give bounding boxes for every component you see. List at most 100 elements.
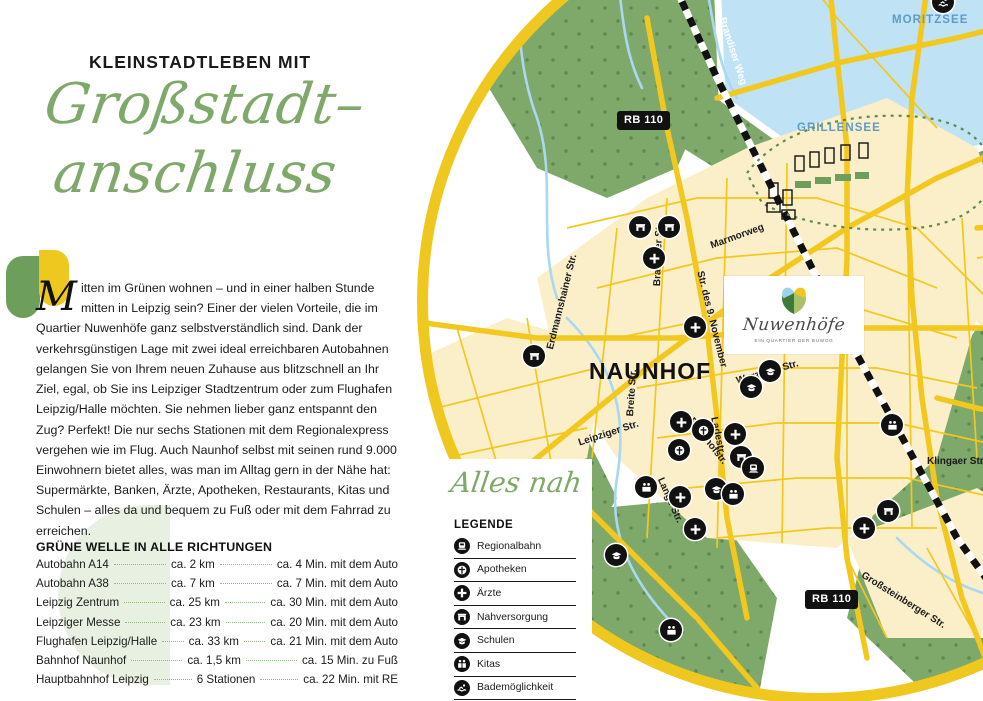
legend-label: Bademöglichkeit (477, 682, 554, 694)
legend-title: LEGENDE (454, 519, 514, 531)
poi-schule[interactable] (740, 376, 762, 398)
row-time: ca. 7 Min. mit dem Auto (276, 577, 398, 591)
row-distance: ca. 2 km (170, 558, 215, 571)
poi-nahversorgung[interactable] (523, 345, 545, 367)
leader-dots (260, 678, 299, 681)
poi-arzt[interactable] (684, 316, 706, 338)
poi-kita[interactable] (722, 483, 744, 505)
row-label: Autobahn A38 (36, 577, 109, 591)
rail-badge-rb110-north: RB 110 (617, 111, 671, 130)
bademoeglichkeit-icon (454, 679, 470, 696)
logo-name: Nuwenhöfe (742, 315, 847, 335)
apotheke-icon (454, 561, 470, 578)
poi-kita[interactable] (635, 476, 657, 498)
leader-dots (245, 659, 297, 661)
poi-kita[interactable] (881, 414, 903, 436)
poi-schule[interactable] (759, 360, 781, 382)
row-distance: ca. 25 km (169, 596, 220, 610)
table-row: Autobahn A38 ca. 7 km ca. 7 Min. mit dem… (36, 577, 398, 596)
row-label: Hauptbahnhof Leipzig (36, 673, 149, 687)
row-time: ca. 4 Min. mit dem Auto (276, 558, 398, 571)
leader-dots (162, 640, 184, 642)
row-distance: ca. 23 km (170, 615, 221, 629)
table-row: Leipzig Zentrum ca. 25 km ca. 30 Min. mi… (36, 596, 398, 615)
legend-item-bademoeglichkeit[interactable]: Bademöglichkeit (454, 677, 576, 701)
leader-dots (125, 621, 166, 623)
legend-item-kitas[interactable]: Kitas (454, 653, 576, 677)
row-label: Leipzig Zentrum (36, 596, 120, 610)
poi-kita[interactable] (660, 619, 682, 641)
poi-arzt[interactable] (643, 247, 665, 269)
legend-item-schulen[interactable]: Schulen (454, 629, 576, 653)
table-row: Flughafen Leipzig/Halle ca. 33 km ca. 21… (36, 635, 398, 654)
poi-schule[interactable] (705, 478, 727, 500)
drop-cap: M (36, 274, 77, 320)
legend-label: Kitas (477, 658, 501, 670)
poi-arzt[interactable] (684, 518, 706, 540)
intro-text: itten im Grünen wohnen – und in einer ha… (36, 281, 397, 538)
leader-dots (113, 582, 166, 585)
arzt-icon (454, 585, 470, 602)
row-label: Flughafen Leipzig/Halle (36, 634, 158, 648)
legend-list: Regionalbahn Apotheken Ärzte Nahversorgu… (454, 535, 576, 701)
row-label: Bahnhof Naunhof (36, 653, 127, 667)
poi-apotheke[interactable] (668, 439, 690, 461)
legend-item-nahversorgung[interactable]: Nahversorgung (454, 606, 576, 630)
row-distance: ca. 1,5 km (187, 653, 241, 667)
page-title-line2: anschluss (49, 141, 341, 207)
table-row: Hauptbahnhof Leipzig 6 Stationen ca. 22 … (36, 673, 398, 692)
leader-dots (124, 601, 165, 604)
row-label: Autobahn A14 (36, 558, 109, 571)
leader-dots (153, 678, 192, 681)
legend-script-heading: Alles nah (448, 466, 585, 499)
logo-subtitle: EIN QUARTIER DER BUWOG (754, 338, 834, 343)
leader-dots (243, 640, 266, 642)
row-time: ca. 20 Min. mit dem Auto (270, 615, 398, 629)
row-distance: 6 Stationen (196, 673, 256, 687)
poi-nahversorgung[interactable] (877, 500, 899, 522)
legend-item-aerzte[interactable]: Ärzte (454, 582, 576, 606)
distance-table: Autobahn A14 ca. 2 km ca. 4 Min. mit dem… (36, 558, 398, 692)
nuwenhoefe-leaf-icon (779, 287, 809, 315)
regionalbahn-icon (454, 538, 470, 555)
legend-item-apotheken[interactable]: Apotheken (454, 559, 576, 583)
poi-arzt[interactable] (670, 411, 692, 433)
row-time: ca. 15 Min. zu Fuß (301, 653, 398, 667)
legend-label: Apotheken (477, 564, 527, 576)
leader-dots (219, 563, 272, 565)
schule-icon (454, 632, 470, 649)
nuwenhoefe-logo-card: Nuwenhöfe EIN QUARTIER DER BUWOG (724, 276, 864, 354)
poi-arzt[interactable] (853, 517, 875, 539)
row-label: Leipziger Messe (36, 615, 121, 629)
table-row: Bahnhof Naunhof ca. 1,5 km ca. 15 Min. z… (36, 654, 398, 673)
leader-dots (131, 659, 183, 661)
decorative-leaf-icon (6, 250, 80, 322)
row-time: ca. 30 Min. mit dem Auto (270, 596, 398, 610)
legend-label: Schulen (477, 635, 515, 647)
poi-bademoeglichkeit[interactable] (932, 0, 954, 13)
row-time: ca. 22 Min. mit RE (303, 673, 399, 687)
legend-label: Nahversorgung (477, 611, 549, 623)
leader-dots (113, 563, 166, 565)
legend-label: Regionalbahn (477, 540, 542, 552)
poi-schule[interactable] (605, 544, 627, 566)
kita-icon (454, 656, 470, 673)
legend-label: Ärzte (477, 587, 502, 599)
poi-arzt[interactable] (669, 486, 691, 508)
leader-dots (219, 582, 272, 585)
poi-regionalbahn[interactable] (742, 457, 764, 479)
table-row: Leipziger Messe ca. 23 km ca. 20 Min. mi… (36, 616, 398, 635)
poi-arzt[interactable] (724, 423, 746, 445)
poi-nahversorgung[interactable] (629, 216, 651, 238)
legend-card: Alles nah LEGENDE Regionalbahn Apotheken… (437, 459, 592, 701)
table-row: Autobahn A14 ca. 2 km ca. 4 Min. mit dem… (36, 558, 398, 577)
poi-nahversorgung[interactable] (658, 216, 680, 238)
legend-item-regionalbahn[interactable]: Regionalbahn (454, 535, 576, 559)
poi-apotheke[interactable] (692, 419, 714, 441)
row-distance: ca. 7 km (170, 577, 215, 591)
left-text-column: KLEINSTADTLEBEN MIT Großstadt– anschluss… (0, 0, 440, 701)
row-distance: ca. 33 km (188, 634, 239, 648)
page-eyebrow: KLEINSTADTLEBEN MIT (88, 52, 312, 72)
